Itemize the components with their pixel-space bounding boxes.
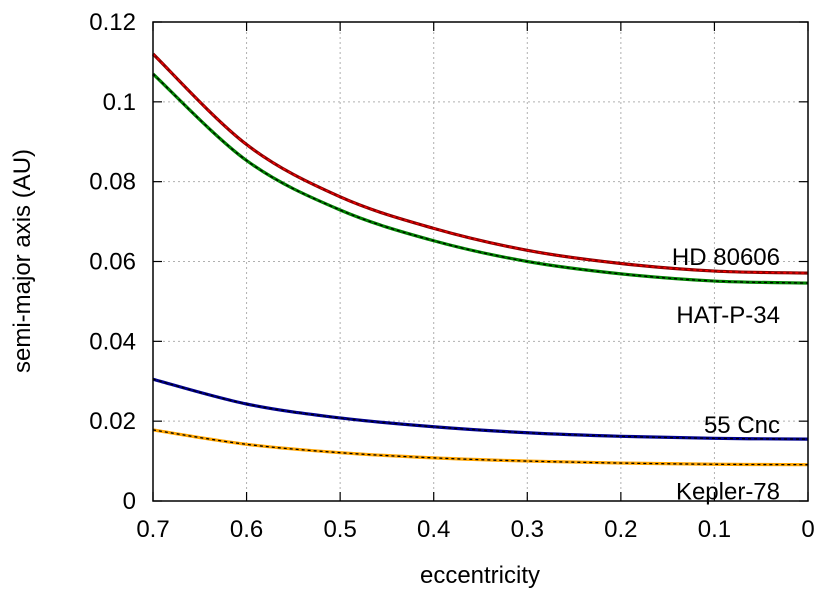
y-tick-labels: 0 0.02 0.04 0.06 0.08 0.1 0.12 [89,9,136,515]
series-line-overlay [152,53,809,274]
series-labels: HD 80606 HAT-P-34 55 Cnc Kepler-78 [672,244,780,506]
x-tick-label: 0.4 [417,516,450,543]
y-tick-label: 0.12 [89,9,136,36]
x-axis-label: eccentricity [420,562,540,589]
x-tick-label: 0.6 [230,516,263,543]
grid-lines [153,22,808,501]
y-axis-label: semi-major axis (AU) [9,149,36,373]
y-tick-label: 0.02 [89,408,136,435]
series-line-overlay [152,378,809,440]
series-curves [151,52,809,467]
x-tick-label: 0.2 [604,516,637,543]
y-tick-label: 0.04 [89,328,136,355]
series-line-overlay [152,73,809,284]
y-tick-label: 0.06 [89,249,136,276]
axis-ticks [152,21,809,502]
x-tick-label: 0.1 [698,516,731,543]
series-line-overlay [152,429,809,466]
y-tick-label: 0.08 [89,169,136,196]
x-tick-label: 0.5 [323,516,356,543]
x-tick-label: 0.7 [136,516,169,543]
x-tick-label: 0.3 [511,516,544,543]
series-label: HD 80606 [672,244,780,271]
x-tick-labels: 0.7 0.6 0.5 0.4 0.3 0.2 0.1 0 [136,516,814,543]
series-label: HAT-P-34 [676,302,780,329]
series-label: Kepler-78 [676,479,780,506]
y-tick-label: 0 [123,488,136,515]
y-tick-label: 0.1 [103,89,136,116]
x-tick-label: 0 [801,516,814,543]
series-label: 55 Cnc [704,412,780,439]
